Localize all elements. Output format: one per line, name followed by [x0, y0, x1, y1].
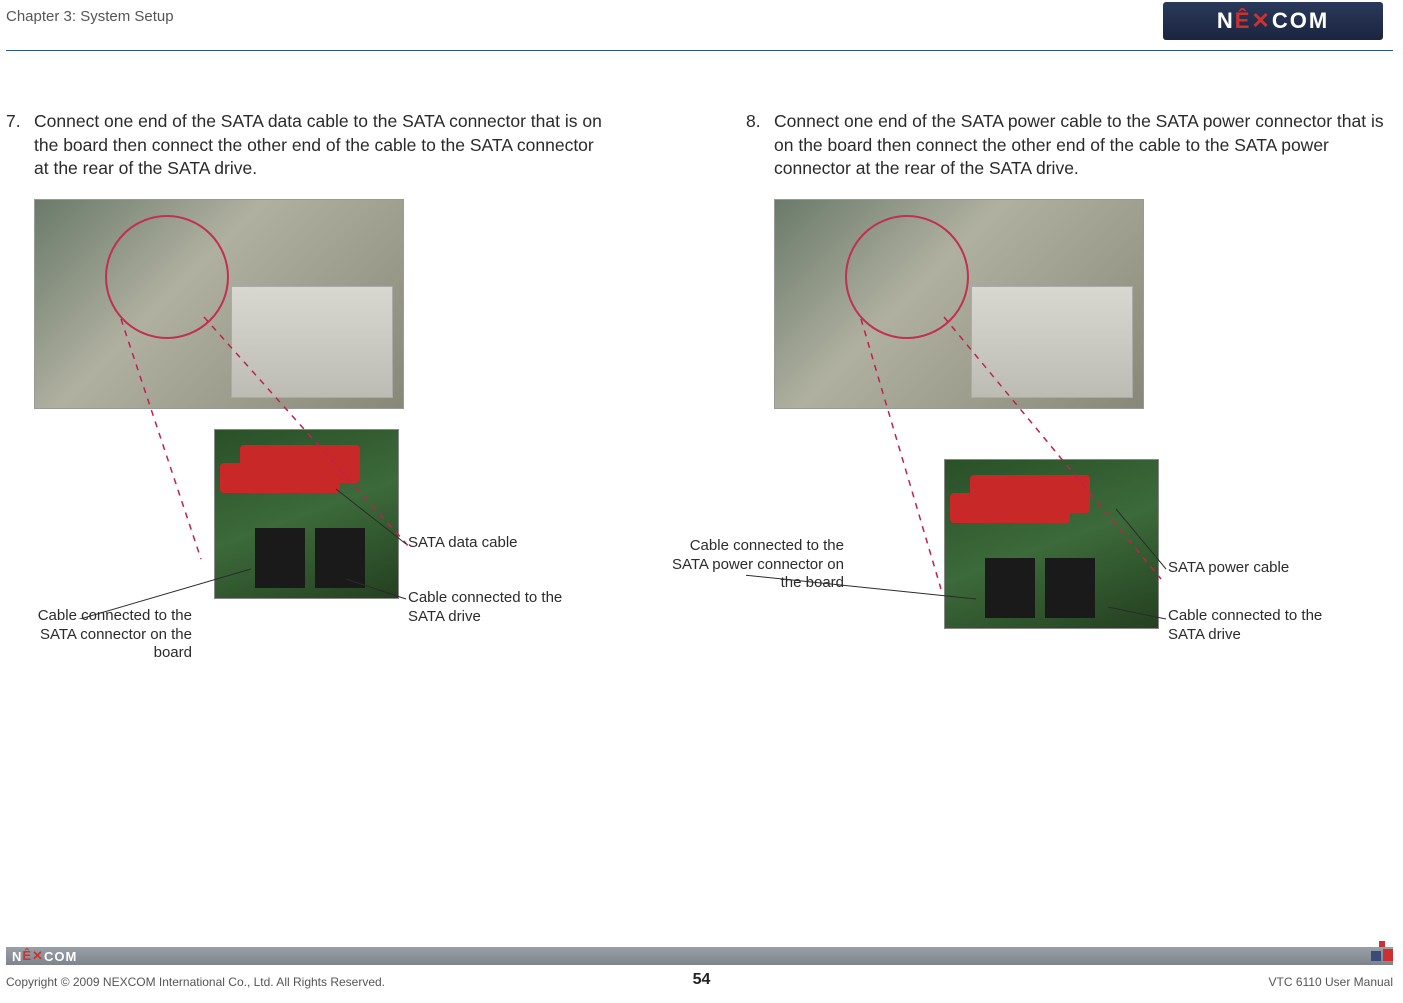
- header-rule: [6, 50, 1393, 51]
- step-8-body: Connect one end of the SATA power cable …: [774, 110, 1386, 181]
- footer-bar: NÊ✕COM: [6, 947, 1393, 965]
- manual-name: VTC 6110 User Manual: [1269, 975, 1394, 989]
- step-7-text: 7. Connect one end of the SATA data cabl…: [6, 110, 606, 181]
- logo-text-post: COM: [1272, 8, 1329, 34]
- page-header: Chapter 3: System Setup NÊ✕COM: [0, 0, 1403, 50]
- step-8-label-power-cable: SATA power cable: [1168, 559, 1348, 578]
- copyright-text: Copyright © 2009 NEXCOM International Co…: [6, 975, 385, 989]
- step-7-detail-photo: [214, 429, 399, 599]
- content-columns: 7. Connect one end of the SATA data cabl…: [0, 110, 1403, 629]
- corner-decoration-icon: [1371, 941, 1393, 963]
- footer-logo-pre: N: [12, 949, 22, 964]
- footer-logo-post: COM: [44, 949, 77, 964]
- step-7-main-photo: [34, 199, 404, 409]
- step-7-label-data-cable: SATA data cable: [408, 534, 578, 553]
- step-7-column: 7. Connect one end of the SATA data cabl…: [6, 110, 606, 629]
- step-7-number: 7.: [6, 110, 34, 181]
- logo-text-x: Ê✕: [1235, 8, 1272, 34]
- step-8-number: 8.: [746, 110, 774, 181]
- step-8-label-drive: Cable connected to the SATA drive: [1168, 607, 1348, 645]
- logo-text-pre: N: [1217, 8, 1235, 34]
- step-7-figure: Cable connected to the SATA connector on…: [6, 199, 606, 619]
- step-8-column: 8. Connect one end of the SATA power cab…: [746, 110, 1386, 629]
- step-7-body: Connect one end of the SATA data cable t…: [34, 110, 606, 181]
- step-8-detail-photo: [944, 459, 1159, 629]
- nexcom-logo-top: NÊ✕COM: [1163, 2, 1383, 40]
- step-8-text: 8. Connect one end of the SATA power cab…: [746, 110, 1386, 181]
- step-7-label-drive: Cable connected to the SATA drive: [408, 589, 578, 627]
- step-8-label-board: Cable connected to the SATA power connec…: [654, 537, 844, 593]
- page-number: 54: [693, 971, 711, 989]
- step-7-label-board: Cable connected to the SATA connector on…: [22, 607, 192, 663]
- footer-logo-x: Ê✕: [22, 948, 44, 964]
- step-8-figure: Cable connected to the SATA power connec…: [746, 199, 1386, 629]
- step-8-main-photo: [774, 199, 1144, 409]
